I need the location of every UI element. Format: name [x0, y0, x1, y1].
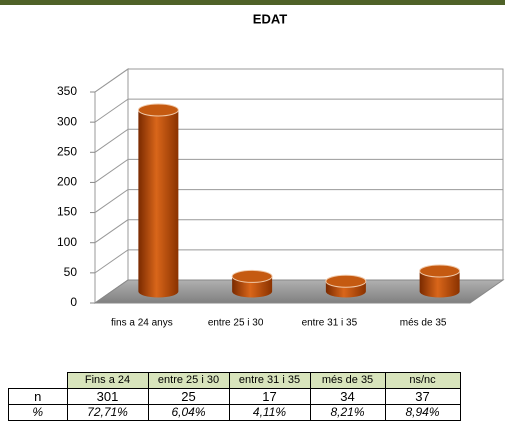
x-tick-label: entre 31 i 35 — [302, 318, 358, 329]
grid-line-side — [94, 159, 129, 183]
y-tick-label: 250 — [57, 144, 77, 158]
table-cell: 37 — [384, 388, 461, 405]
side-wall — [94, 68, 129, 304]
bar-top — [137, 103, 179, 117]
y-tick-label: 50 — [64, 265, 78, 279]
y-tick-label: 0 — [70, 295, 77, 309]
y-tick-label: 350 — [57, 84, 77, 98]
y-tick-label: 150 — [57, 205, 77, 219]
table-cell: ns/nc — [384, 372, 461, 389]
top-bar — [0, 0, 505, 5]
grid-line-side — [94, 98, 129, 123]
y-tick-label: 300 — [57, 114, 77, 128]
chart-title: EDAT — [253, 11, 287, 26]
table-cell: 34 — [309, 388, 386, 405]
x-tick-label: entre 25 i 30 — [208, 318, 264, 329]
chart: EDAT 0 50 100 150 200 250 300 350 fins a 24 anys… — [57, 11, 505, 329]
y-tick-label: 100 — [57, 235, 77, 249]
table-cell: més de 35 — [309, 372, 386, 389]
floor — [93, 279, 505, 304]
table-cell: % — [8, 404, 68, 421]
grid-line-side — [94, 189, 129, 213]
table-cell: 8,21% — [309, 404, 386, 421]
table-cell: 72,71% — [66, 404, 149, 421]
table-cell: Fins a 24 — [66, 372, 149, 389]
bar-top — [325, 274, 367, 288]
grid-line-side — [94, 219, 129, 244]
grid-line-side — [94, 68, 129, 93]
bar — [138, 110, 179, 298]
pct-row: % 72,71% 6,04% 4,11% 8,21% 8,94% — [8, 404, 461, 421]
header-row: Fins a 24 entre 25 i 30 entre 31 i 35 més d… — [8, 372, 461, 389]
bar-top — [231, 269, 273, 283]
table-cell: 8,94% — [384, 404, 461, 421]
y-tick-label: 200 — [57, 175, 77, 189]
x-tick-label: més de 35 — [400, 318, 447, 329]
table-cell: 17 — [228, 388, 311, 405]
grid-line-side — [94, 128, 129, 153]
bar — [419, 271, 460, 298]
table-cell: n — [8, 388, 68, 405]
n-row: n 301 25 17 34 37 — [8, 388, 461, 405]
table-cell: 4,11% — [228, 404, 311, 421]
table-cell: entre 31 i 35 — [228, 372, 311, 389]
corner-cell — [8, 372, 68, 389]
bar-top — [419, 264, 461, 278]
data-table: Fins a 24 entre 25 i 30 entre 31 i 35 més d… — [8, 372, 461, 421]
table-cell: 301 — [66, 388, 149, 405]
back-wall — [127, 68, 504, 281]
table-cell: 6,04% — [147, 404, 230, 421]
x-tick-label: fins a 24 anys — [111, 318, 173, 329]
table-cell: 25 — [147, 388, 230, 405]
grid-line-side — [94, 249, 129, 274]
table-cell: entre 25 i 30 — [147, 372, 230, 389]
